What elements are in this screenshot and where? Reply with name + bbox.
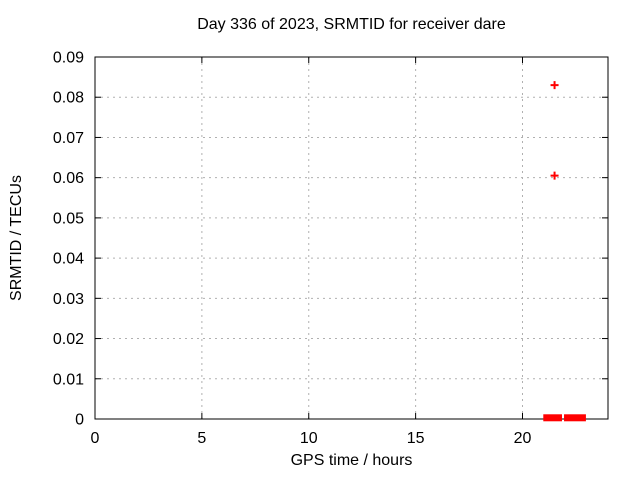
x-axis-label: GPS time / hours [290,452,413,469]
y-tick-label: 0.05 [53,210,84,227]
x-tick-label: 10 [300,430,318,447]
y-tick-label: 0.03 [53,291,84,308]
y-tick-label: 0.02 [53,331,84,348]
y-tick-label: 0.04 [53,251,84,268]
x-tick-label: 0 [91,430,100,447]
x-tick-label: 5 [197,430,206,447]
y-tick-label: 0.08 [53,90,84,107]
y-tick-label: 0.01 [53,371,84,388]
y-tick-label: 0 [75,412,84,429]
y-tick-label: 0.06 [53,170,84,187]
data-point-marker [550,81,559,90]
data-point-marker [550,171,559,180]
plot-border [94,56,609,420]
x-tick-label: 15 [407,430,425,447]
y-tick-label: 0.09 [53,50,84,67]
y-tick-label: 0.07 [53,130,84,147]
dense-marker-run [564,414,586,422]
x-tick-label: 20 [514,430,532,447]
dense-marker-run [543,414,562,422]
chart-title: Day 336 of 2023, SRMTID for receiver dar… [197,16,506,33]
